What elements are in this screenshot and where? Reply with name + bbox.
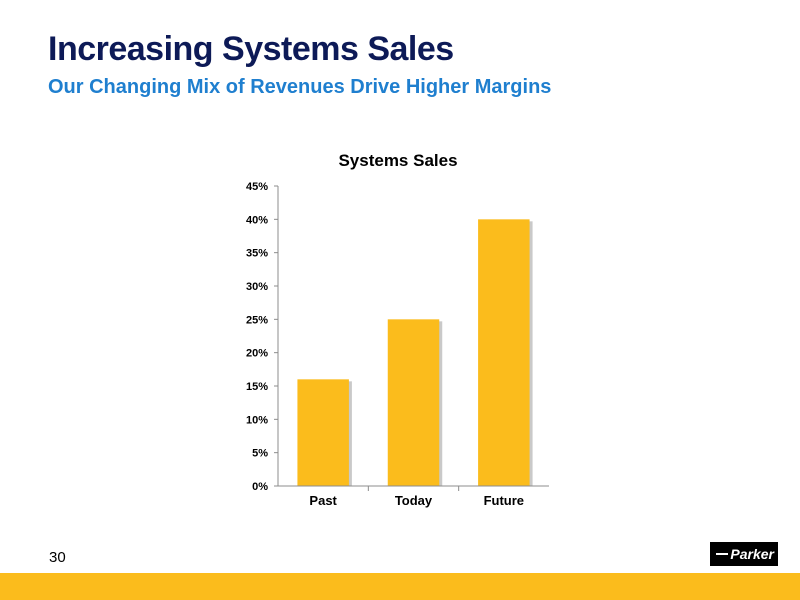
y-tick-label: 45% <box>246 181 268 193</box>
x-tick-label: Past <box>309 493 337 508</box>
y-tick-label: 15% <box>246 381 268 393</box>
x-tick-label: Future <box>484 493 524 508</box>
parker-logo: Parker <box>710 542 778 566</box>
bar-future <box>478 219 530 487</box>
bar-today <box>387 319 440 486</box>
y-tick-label: 0% <box>252 481 268 493</box>
x-tick-label: Today <box>395 493 433 508</box>
bar-past <box>297 379 349 486</box>
footer-band <box>0 573 800 600</box>
y-tick-label: 5% <box>252 448 268 460</box>
y-tick-label: 20% <box>246 348 268 360</box>
logo-stripe-icon <box>716 553 728 555</box>
y-tick-label: 10% <box>246 414 268 426</box>
chart-title: Systems Sales <box>338 151 457 170</box>
slide-subtitle: Our Changing Mix of Revenues Drive Highe… <box>48 76 552 98</box>
x-axis: Past Today Future <box>278 485 549 508</box>
y-tick-label: 35% <box>246 248 268 260</box>
y-axis: 0% 5% 10% 15% 20% 25% 30% 35% 40% 45% <box>246 181 279 493</box>
page-number: 30 <box>49 549 66 566</box>
y-tick-label: 30% <box>246 281 268 293</box>
y-tick-label: 25% <box>246 314 268 326</box>
y-tick-label: 40% <box>246 214 268 226</box>
slide-title: Increasing Systems Sales <box>48 30 454 68</box>
bars <box>297 219 533 487</box>
logo-text: Parker <box>730 546 774 562</box>
